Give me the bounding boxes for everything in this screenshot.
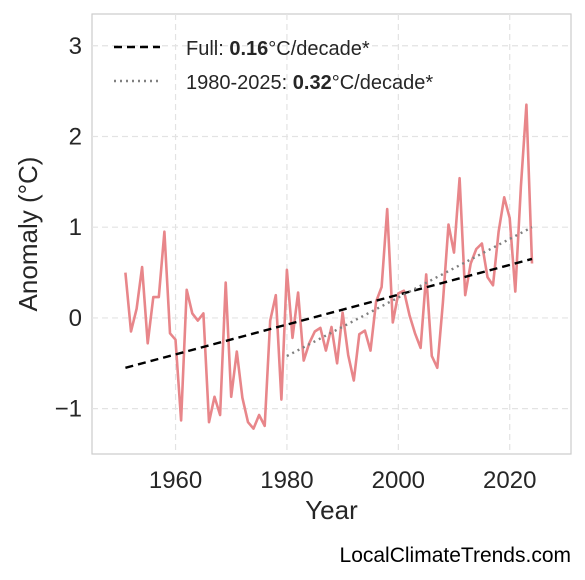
y-tick-label: 1 bbox=[69, 214, 82, 241]
plot-area bbox=[91, 13, 572, 455]
series-layer bbox=[124, 103, 534, 430]
legend-full-unit: °C/decade* bbox=[268, 38, 370, 60]
y-tick-label: 2 bbox=[69, 123, 82, 150]
anomaly-series-line bbox=[124, 103, 534, 430]
x-tick-label: 2000 bbox=[372, 467, 425, 494]
legend-entry-full: Full: 0.16°C/decade* bbox=[186, 38, 370, 60]
legend-recent-value: 0.32 bbox=[293, 72, 332, 94]
legend-full-value: 0.16 bbox=[229, 38, 268, 60]
full-trend-line bbox=[125, 257, 533, 369]
y-axis-ticks: −1 0 1 2 3 bbox=[55, 33, 82, 423]
y-axis-label: Anomaly (°C) bbox=[13, 157, 43, 312]
x-axis-ticks: 1960 1980 2000 2020 bbox=[149, 467, 537, 494]
legend: Full: 0.16°C/decade* 1980-2025: 0.32°C/d… bbox=[114, 38, 433, 94]
y-tick-label: −1 bbox=[55, 396, 82, 423]
recent-trend-line bbox=[286, 226, 533, 358]
watermark: LocalClimateTrends.com bbox=[339, 544, 571, 567]
trend-lines bbox=[125, 226, 533, 369]
legend-recent-label: 1980-2025: bbox=[186, 72, 293, 94]
x-tick-label: 2020 bbox=[483, 467, 536, 494]
x-tick-label: 1960 bbox=[149, 467, 202, 494]
legend-full-label: Full: bbox=[186, 38, 229, 60]
y-tick-label: 0 bbox=[69, 305, 82, 332]
x-tick-label: 1980 bbox=[260, 467, 313, 494]
legend-recent-unit: °C/decade* bbox=[332, 72, 434, 94]
y-tick-label: 3 bbox=[69, 33, 82, 60]
legend-entry-recent: 1980-2025: 0.32°C/decade* bbox=[186, 72, 433, 94]
x-axis-label: Year bbox=[305, 495, 358, 525]
